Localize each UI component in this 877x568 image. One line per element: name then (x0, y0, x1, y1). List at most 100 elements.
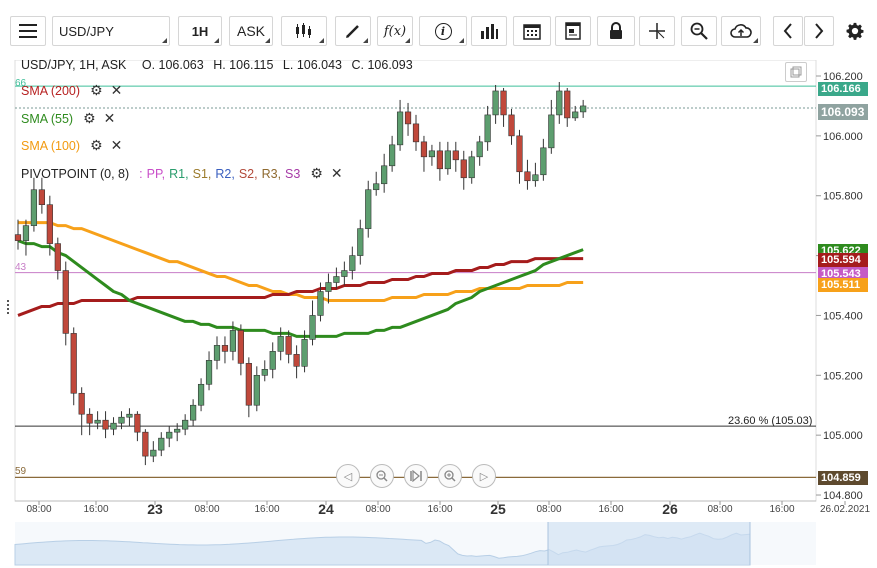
draw-tools-button[interactable] (335, 16, 371, 46)
pivot-item: PP, (146, 166, 166, 181)
candle-body (325, 282, 332, 292)
zoom-icon (690, 22, 708, 40)
candle-body (174, 428, 181, 433)
candle-body (532, 174, 539, 182)
calendar-button[interactable] (513, 16, 551, 46)
back-icon: ◁ (343, 470, 353, 483)
candle-body (357, 228, 364, 256)
price-tick-label: 106.000 (823, 131, 863, 143)
chart-type-button[interactable] (281, 16, 327, 46)
candle-body (190, 404, 197, 421)
candle-body (221, 345, 229, 352)
candle-body (452, 150, 459, 161)
bar-chart-button[interactable] (471, 16, 507, 46)
fx-icon: f(x) (383, 23, 407, 39)
candle-body (62, 270, 69, 334)
time-tick-label: 26.02.2021 (820, 504, 870, 515)
left-drag-handle[interactable] (7, 300, 10, 314)
zoom-button[interactable] (681, 16, 717, 46)
time-tick-label: 08:00 (26, 504, 51, 515)
indicators-button[interactable]: f(x) (377, 16, 413, 46)
candle-body (524, 171, 531, 182)
price-tick-label: 105.800 (823, 191, 863, 203)
pivot-label: PIVOTPOINT (0, 8) (21, 166, 130, 181)
nav-zoom-in-button[interactable] (438, 464, 462, 488)
close-icon[interactable]: ✕ (103, 110, 116, 126)
pivot-separator: : (139, 166, 143, 181)
candle-body (389, 144, 396, 167)
price-tick-label: 106.200 (823, 71, 863, 83)
time-tick-label: 16:00 (254, 504, 279, 515)
price-tag: 105.594 (818, 253, 868, 267)
report-button[interactable] (555, 16, 591, 46)
ohlc-low: L. 106.043 (282, 58, 343, 72)
close-icon[interactable]: ✕ (330, 165, 343, 181)
scroll-left-button[interactable] (773, 16, 803, 46)
close-icon[interactable]: ✕ (110, 82, 123, 98)
pencil-icon (346, 25, 359, 38)
candle-body (349, 255, 356, 271)
info-button[interactable]: i (419, 16, 467, 46)
chevron-left-icon (783, 23, 792, 39)
symbol-selector[interactable]: USD/JPY (52, 16, 170, 46)
lock-button[interactable] (597, 16, 635, 46)
candle-body (412, 123, 420, 143)
price-tag: 106.093 (818, 104, 868, 120)
candle-body (102, 419, 109, 430)
candle-body (158, 437, 165, 451)
gear-icon[interactable]: ⚙ (310, 165, 323, 181)
close-icon[interactable]: ✕ (110, 137, 123, 153)
sma55-line (17, 239, 584, 338)
candles-icon (296, 23, 311, 38)
scroll-right-button[interactable] (804, 16, 834, 46)
candle-body (564, 90, 571, 119)
bar-chart-icon (481, 24, 498, 39)
crosshair-button[interactable] (639, 16, 675, 46)
candle-body (166, 431, 173, 439)
time-tick-label: 24 (318, 501, 334, 517)
candle-body (213, 345, 221, 361)
expand-button[interactable] (785, 62, 807, 82)
menu-button[interactable] (10, 16, 46, 46)
candle-body (134, 413, 141, 433)
time-tick-label: 08:00 (707, 504, 732, 515)
candle-body (126, 413, 133, 418)
gear-icon[interactable]: ⚙ (83, 110, 96, 126)
candle-body (269, 351, 276, 370)
candle-body (245, 363, 252, 406)
sma55-label: SMA (55) (21, 111, 74, 126)
candle-body (205, 360, 213, 385)
forward-icon: ▷ (479, 470, 489, 483)
candle-body (396, 111, 404, 146)
candle-body (293, 354, 300, 367)
dropdown-indicator (753, 38, 758, 43)
dropdown-indicator (319, 38, 324, 43)
price-chart[interactable]: 106.200106.000105.800105.600105.400105.2… (0, 60, 877, 568)
candle-body (229, 330, 237, 352)
candle-body (277, 336, 284, 352)
candle-body (508, 114, 515, 137)
candle-body (492, 90, 499, 116)
nav-forward-button[interactable]: ▷ (472, 464, 496, 488)
candle-body (404, 111, 412, 125)
cloud-button[interactable] (721, 16, 761, 46)
chart-area[interactable]: 106.200106.000105.800105.600105.400105.2… (0, 60, 877, 568)
candle-body (365, 189, 372, 229)
info-icon: i (434, 22, 452, 40)
gear-icon[interactable]: ⚙ (90, 137, 103, 153)
price-type-selector[interactable]: ASK (229, 16, 273, 46)
calendar-icon (523, 24, 541, 40)
price-tag: 105.543 (818, 267, 868, 281)
sma200-label: SMA (200) (21, 83, 81, 98)
timeframe-selector[interactable]: 1H (178, 16, 222, 46)
nav-back-button[interactable]: ◁ (336, 464, 360, 488)
candle-body (301, 339, 308, 367)
gear-icon (846, 22, 864, 40)
gear-icon[interactable]: ⚙ (90, 82, 103, 98)
pivot-item: R3, (261, 166, 282, 181)
pivot-item: R1, (169, 166, 189, 181)
nav-zoom-out-button[interactable] (370, 464, 394, 488)
price-tick-label: 105.200 (823, 370, 863, 382)
settings-button[interactable] (840, 16, 870, 46)
nav-reset-button[interactable] (404, 464, 428, 488)
